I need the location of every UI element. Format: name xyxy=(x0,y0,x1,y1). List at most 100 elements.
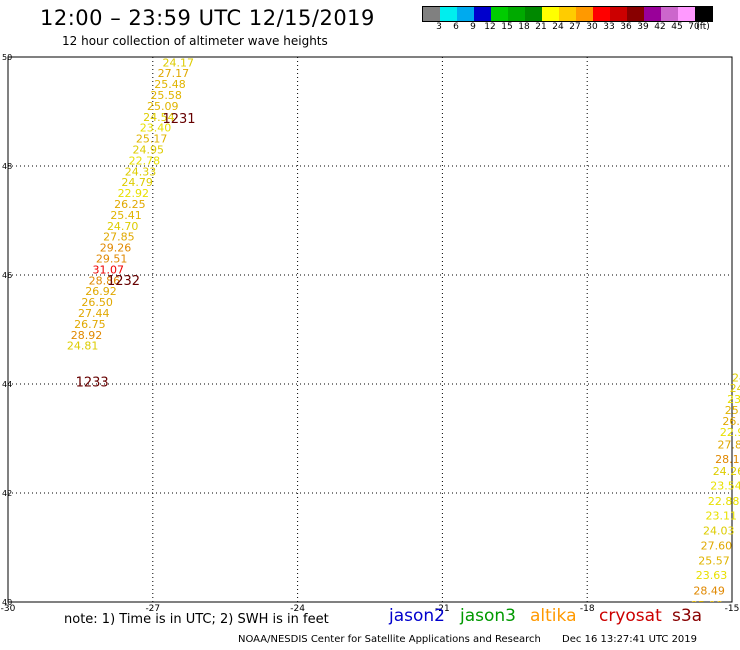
legend-s3a: s3a xyxy=(672,606,703,626)
time-label: 1233 xyxy=(76,376,109,391)
wave-height-label: 28.14 xyxy=(715,453,740,466)
wave-height-label: 24.03 xyxy=(703,524,735,537)
wave-height-label: 24.7 xyxy=(730,382,740,395)
wave-height-label: 22.92 xyxy=(118,187,150,200)
wave-height-label: 23.40 xyxy=(140,122,172,135)
colorbar-label: 70 xyxy=(688,22,700,32)
wave-height-label: 24.79 xyxy=(121,176,153,189)
wave-height-label: 31.07 xyxy=(92,263,124,276)
colorbar-label: (ft) xyxy=(696,22,710,32)
wave-height-label: 29.26 xyxy=(100,242,132,255)
lat-tick-label: 44 xyxy=(2,380,12,389)
wave-height-label: 27.44 xyxy=(78,307,110,320)
lat-tick-label: 48 xyxy=(2,162,12,171)
colorbar-label: 24 xyxy=(552,22,564,32)
colorbar-label: 12 xyxy=(484,22,496,32)
colorbar-labels: 3 6 9 12 15 18 21 24 27 30 33 36 39 42 45 70 (ft) xyxy=(422,22,732,34)
wave-height-label: 22.96 xyxy=(720,426,740,439)
map-title: 12:00 – 23:59 UTC 12/15/2019 xyxy=(40,6,375,30)
colorbar-swatch xyxy=(559,7,576,21)
wave-height-label: 26.75 xyxy=(74,318,106,331)
wave-height-label: 23.11 xyxy=(705,510,737,523)
colorbar-label: 15 xyxy=(501,22,513,32)
colorbar-label: 27 xyxy=(569,22,581,32)
legend-jason2: jason2 xyxy=(389,606,445,626)
footer-timestamp: Dec 16 13:27:41 UTC 2019 xyxy=(562,634,698,645)
colorbar-swatch xyxy=(644,7,661,21)
wave-height-label: 24.95 xyxy=(133,143,165,156)
footer-credit: NOAA/NESDIS Center for Satellite Applica… xyxy=(238,634,541,645)
colorbar-swatch xyxy=(542,7,559,21)
colorbar-label: 45 xyxy=(671,22,683,32)
wave-height-label: 25.9 xyxy=(725,404,740,417)
colorbar-swatch xyxy=(678,7,695,21)
lat-tick-label: 50 xyxy=(2,53,12,62)
colorbar-label: 9 xyxy=(470,22,476,32)
time-label: 1232 xyxy=(107,274,140,289)
map-subtitle: 12 hour collection of altimeter wave hei… xyxy=(62,34,328,48)
wave-height-label: 24.33 xyxy=(125,165,156,178)
map-note: note: 1) Time is in UTC; 2) SWH is in fe… xyxy=(64,612,329,627)
lon-tick-label: -30 xyxy=(1,604,16,614)
colorbar-label: 3 xyxy=(436,22,442,32)
wave-height-label: 24.26 xyxy=(713,465,740,478)
wave-height-label: 28.49 xyxy=(693,584,725,597)
wave-height-label: 23.63 xyxy=(696,569,728,582)
wave-height-label: 24.81 xyxy=(67,340,99,353)
wave-height-label: 27.80 xyxy=(718,438,740,451)
wave-height-label: 25.06 xyxy=(691,599,723,612)
lon-tick-label: -27 xyxy=(145,604,160,614)
wave-height-label: 25.17 xyxy=(136,133,168,146)
time-label: 1231 xyxy=(162,112,195,127)
colorbar-swatch xyxy=(525,7,542,21)
wave-height-label: 22.88 xyxy=(708,495,740,508)
colorbar-swatch xyxy=(576,7,593,21)
lon-tick-label: -15 xyxy=(725,604,740,614)
legend-jason3: jason3 xyxy=(460,606,516,626)
wave-height-label: 29.51 xyxy=(96,252,128,265)
wave-height-label: 28.86 xyxy=(89,274,121,287)
colorbar-swatch xyxy=(457,7,474,21)
wave-height-label: 26.25 xyxy=(114,198,146,211)
wave-height-label: 24.17 xyxy=(162,56,194,69)
footer: NOAA/NESDIS Center for Satellite Applica… xyxy=(238,634,697,645)
colorbar-swatch xyxy=(695,7,712,21)
wave-height-label: 26.92 xyxy=(85,285,117,298)
wave-height-label: 26.50 xyxy=(81,296,113,309)
wave-height-label: 24.54 xyxy=(143,111,175,124)
lon-tick-label: -18 xyxy=(580,604,595,614)
colorbar-label: 30 xyxy=(586,22,598,32)
wave-height-label: 24.7 xyxy=(732,371,740,384)
legend-altika: altika xyxy=(530,606,577,626)
lon-tick-label: -21 xyxy=(435,604,450,614)
colorbar-swatch xyxy=(593,7,610,21)
colorbar-swatch xyxy=(610,7,627,21)
wave-height-label: 26.70 xyxy=(722,415,740,428)
colorbar-label: 21 xyxy=(535,22,547,32)
track-layer: 24.1727.1725.4825.5825.0924.5423.4025.17… xyxy=(67,56,740,612)
wave-height-label: 25.09 xyxy=(147,100,179,113)
colorbar-swatch xyxy=(508,7,525,21)
wave-height-colorbar xyxy=(422,6,713,22)
colorbar-swatch xyxy=(627,7,644,21)
colorbar-label: 6 xyxy=(453,22,459,32)
legend-cryosat: cryosat xyxy=(599,606,662,626)
wave-height-label: 25.48 xyxy=(154,78,186,91)
colorbar-swatch xyxy=(423,7,440,21)
colorbar-swatch xyxy=(661,7,678,21)
colorbar-label: 42 xyxy=(654,22,666,32)
wave-height-label: 27.60 xyxy=(701,540,733,553)
wave-height-label: 22.78 xyxy=(129,154,161,167)
lon-tick-label: -24 xyxy=(290,604,305,614)
wave-height-label: 27.17 xyxy=(158,67,190,80)
map-frame xyxy=(7,56,733,603)
colorbar-swatch xyxy=(491,7,508,21)
wave-height-label: 27.85 xyxy=(103,231,134,244)
wave-height-label: 25.58 xyxy=(150,89,182,102)
colorbar-label: 18 xyxy=(518,22,530,32)
colorbar-swatch xyxy=(440,7,457,21)
lat-tick-label: 40 xyxy=(2,598,12,607)
wave-height-label: 23.54 xyxy=(710,480,740,493)
colorbar-label: 33 xyxy=(603,22,615,32)
